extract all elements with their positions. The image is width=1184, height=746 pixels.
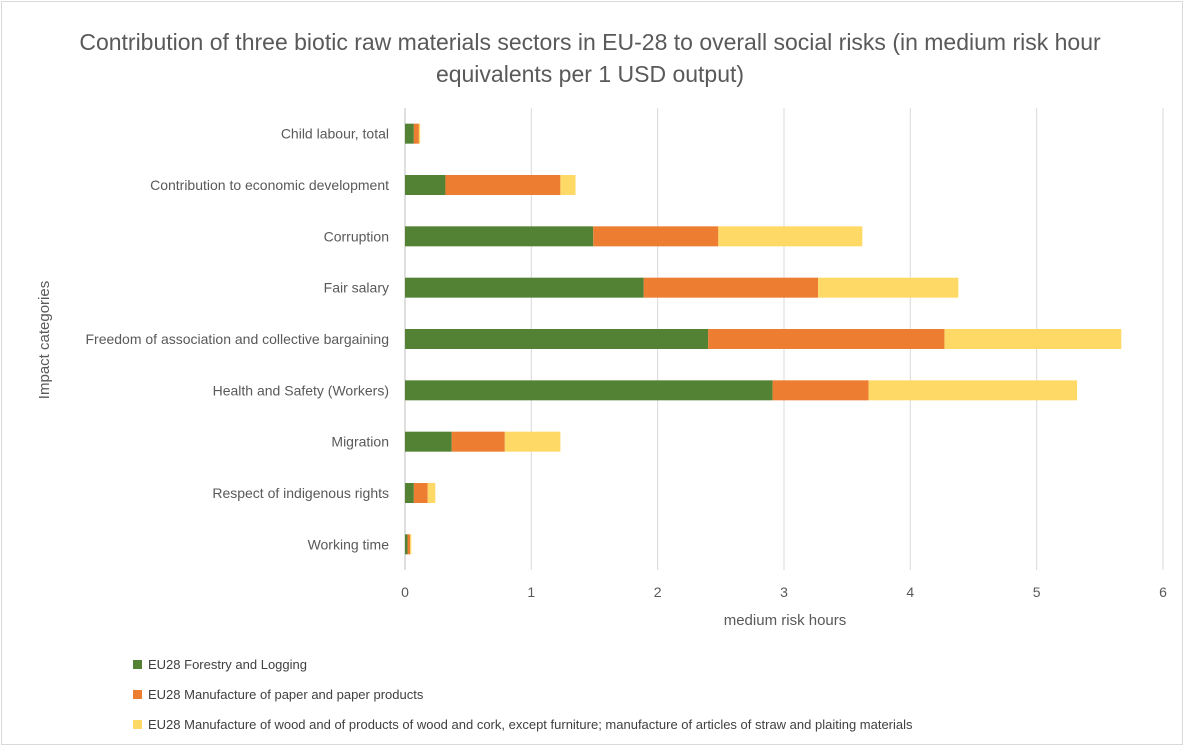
legend-swatch [133,689,142,699]
bar-segment [593,226,719,247]
category-label: Migration [331,434,389,450]
bar-segment [405,123,414,144]
bar-segment [718,226,863,247]
bar-segment [405,534,408,555]
legend-swatch [133,659,142,669]
bar-segment [410,534,412,555]
bars [405,123,1122,555]
bar-segment [418,123,421,144]
legend-label: EU28 Manufacture of wood and of products… [148,716,913,732]
category-label: Fair salary [324,280,389,296]
x-tick-label: 2 [654,584,662,600]
bar-segment [405,226,594,247]
bar-segment [405,329,709,349]
category-label: Child labour, total [281,126,389,142]
bar-segment [643,277,819,298]
x-tick-label: 6 [1159,584,1167,600]
bar-segment [944,329,1122,349]
x-axis-label: medium risk hours [724,612,847,629]
bar-segment [413,483,428,503]
legend-label: EU28 Manufacture of paper and paper prod… [148,686,424,702]
bar-segment [405,431,452,452]
x-tick-label: 5 [1033,584,1041,600]
category-labels: Child labour, total Contribution to econo… [85,126,389,553]
legend-item: EU28 Manufacture of wood and of products… [133,716,913,732]
bar-segment [504,431,561,452]
legend-label: EU28 Forestry and Logging [148,656,307,672]
legend-swatch [133,719,142,729]
bar-segment [405,175,446,195]
bar-segment [868,380,1078,401]
bar-segment [407,534,411,555]
chart-title: Contribution of three biotic raw materia… [79,29,1101,87]
x-tick-label: 3 [780,584,788,600]
bar-segment [405,277,644,298]
legend-item: EU28 Manufacture of paper and paper prod… [133,686,913,702]
x-tick-label: 4 [906,584,914,600]
bar-segment [413,123,419,144]
x-tick-label: 0 [401,584,409,600]
bar-segment [708,329,945,349]
category-label: Health and Safety (Workers) [213,382,389,398]
category-label: Freedom of association and collective ba… [85,331,389,347]
category-label: Corruption [324,228,389,244]
bar-segment [560,175,576,195]
bar-segment [405,483,414,503]
bar-segment [818,277,959,298]
bar-segment [427,483,436,503]
category-label: Working time [308,536,390,552]
x-tick-labels: 0 1 2 3 4 5 6 [401,584,1167,600]
category-label: Contribution to economic development [150,177,389,193]
category-label: Respect of indigenous rights [212,485,389,501]
legend: EU28 Forestry and Logging EU28 Manufactur… [133,656,913,746]
legend-item: EU28 Forestry and Logging [133,656,913,672]
bar-segment [445,175,561,195]
bar-segment [451,431,505,452]
bar-segment [405,380,773,401]
y-axis-label: Impact categories [36,281,53,399]
bar-segment [772,380,869,401]
x-tick-label: 1 [527,584,535,600]
